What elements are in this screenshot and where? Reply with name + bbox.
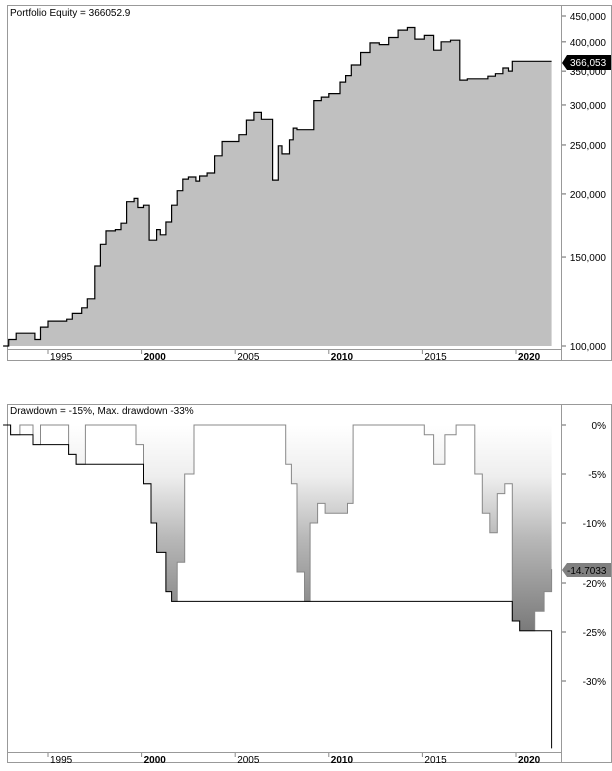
y-tick-label: -20% xyxy=(583,579,606,590)
equity-area xyxy=(3,27,552,346)
equity-y-axis: 450,000 400,000 350,000 300,000 250,000 200,0… xyxy=(562,12,606,353)
y-tick-label: 400,000 xyxy=(570,38,607,49)
equity-x-axis: 1995 2000 2005 2010 2015 2020 xyxy=(47,350,541,363)
x-tick-label: 2000 xyxy=(144,755,167,766)
drawdown-x-axis: 1995 2000 2005 2010 2015 2020 xyxy=(47,753,541,766)
x-tick-label: 2015 xyxy=(424,755,447,766)
drawdown-last-value-marker: -14.7033 xyxy=(562,563,611,577)
x-tick-label: 2010 xyxy=(331,755,354,766)
y-tick-label: 0% xyxy=(592,421,607,432)
y-tick-label: 300,000 xyxy=(570,101,607,112)
equity-last-value: 366,053 xyxy=(570,58,607,69)
x-tick-label: 2005 xyxy=(237,352,260,363)
x-tick-label: 2015 xyxy=(424,352,447,363)
drawdown-line xyxy=(3,424,553,632)
y-tick-label: 450,000 xyxy=(570,12,607,23)
y-tick-label: -25% xyxy=(583,628,606,639)
y-tick-label: 150,000 xyxy=(570,253,607,264)
x-tick-label: 2020 xyxy=(518,755,541,766)
y-tick-label: -30% xyxy=(583,677,606,688)
x-tick-label: 2005 xyxy=(237,755,260,766)
equity-last-value-marker: 366,053 xyxy=(562,55,611,70)
y-tick-label: 250,000 xyxy=(570,141,607,152)
drawdown-title: Drawdown = -15%, Max. drawdown -33% xyxy=(10,406,194,417)
x-tick-label: 1995 xyxy=(50,352,73,363)
y-tick-label: 100,000 xyxy=(570,342,607,353)
drawdown-panel: Drawdown = -15%, Max. drawdown -33% 0% -5… xyxy=(3,404,612,766)
equity-title: Portfolio Equity = 366052.9 xyxy=(10,8,131,19)
y-tick-label: 200,000 xyxy=(570,190,607,201)
x-tick-label: 1995 xyxy=(50,755,73,766)
x-tick-label: 2010 xyxy=(331,352,354,363)
drawdown-last-value: -14.7033 xyxy=(567,566,607,577)
equity-line xyxy=(3,26,552,347)
y-tick-label: -10% xyxy=(583,519,606,530)
x-tick-label: 2020 xyxy=(518,352,541,363)
equity-panel: Portfolio Equity = 366052.9 450,000 400,0… xyxy=(3,5,612,363)
y-tick-label: -5% xyxy=(588,470,606,481)
x-tick-label: 2000 xyxy=(144,352,167,363)
max-drawdown-line xyxy=(3,424,553,749)
y-tick-label: 350,000 xyxy=(570,67,607,78)
drawdown-y-axis: 0% -5% -10% -20% -25% -30% xyxy=(562,421,606,688)
drawdown-axis-frame xyxy=(561,404,612,763)
drawdown-area xyxy=(3,425,552,631)
